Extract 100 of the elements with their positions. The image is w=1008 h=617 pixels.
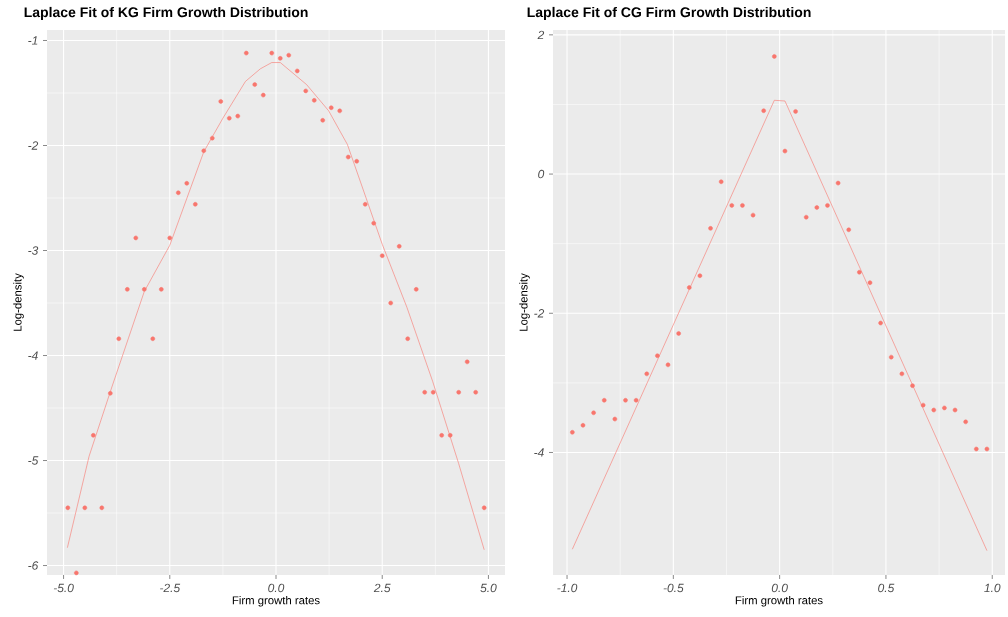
point <box>857 269 862 275</box>
x-tick-label: 2.5 <box>373 583 391 593</box>
point <box>244 50 249 56</box>
point <box>718 179 724 184</box>
point <box>676 331 681 336</box>
x-tick-label: -2.5 <box>160 583 181 593</box>
y-tick-label: -1 <box>28 36 38 45</box>
point <box>473 390 478 395</box>
x-tick-label: -1.0 <box>557 583 578 593</box>
point <box>227 115 232 121</box>
x-tick-label: 0.5 <box>878 583 895 593</box>
point <box>269 50 275 56</box>
point <box>846 227 852 233</box>
point <box>464 359 470 365</box>
point <box>260 92 266 98</box>
point <box>388 300 393 306</box>
y-axis-title: Log-density <box>519 273 530 331</box>
point <box>413 287 419 292</box>
x-tick-label: -5.0 <box>53 583 74 593</box>
point <box>750 212 756 218</box>
y-tick-label: -2 <box>534 309 545 318</box>
point <box>888 354 894 360</box>
point <box>133 235 139 241</box>
point <box>793 109 798 114</box>
point <box>697 273 703 278</box>
point <box>184 181 190 186</box>
point <box>167 235 173 241</box>
point <box>814 205 820 210</box>
point <box>899 371 905 377</box>
point <box>687 285 692 290</box>
point <box>99 505 105 511</box>
point <box>354 158 359 164</box>
y-axis-title: Log-density <box>13 273 24 331</box>
point <box>481 505 487 511</box>
y-tick-label: -6 <box>28 561 39 570</box>
point <box>193 202 198 207</box>
point <box>142 287 147 292</box>
point <box>422 390 427 395</box>
x-tick-label: 1.0 <box>984 583 1001 593</box>
point <box>920 402 926 408</box>
point <box>277 56 283 61</box>
point <box>878 320 883 326</box>
point <box>931 407 937 413</box>
point <box>835 180 841 186</box>
point <box>570 430 575 435</box>
point <box>591 410 596 416</box>
point <box>655 353 660 358</box>
point <box>984 446 990 452</box>
point <box>644 371 650 377</box>
point <box>176 190 181 196</box>
point <box>963 419 968 425</box>
point <box>867 280 873 285</box>
x-tick-label: 0.0 <box>771 583 788 593</box>
point <box>729 203 735 208</box>
y-tick-label: -3 <box>28 246 39 255</box>
point <box>320 118 326 123</box>
y-tick-label: -5 <box>28 456 39 465</box>
point <box>82 505 88 511</box>
point <box>803 214 809 220</box>
point <box>910 383 915 388</box>
point <box>633 398 639 403</box>
line-series <box>572 99 988 551</box>
point <box>286 52 292 58</box>
point <box>362 202 368 207</box>
point <box>311 98 317 103</box>
point <box>201 148 207 154</box>
point <box>825 203 830 208</box>
point <box>456 390 461 395</box>
y-tick-label: -4 <box>28 351 38 360</box>
point <box>116 336 122 341</box>
point <box>303 88 309 94</box>
point <box>210 135 215 141</box>
point <box>665 362 671 368</box>
point <box>294 68 300 74</box>
x-axis-title: Firm growth rates <box>735 596 823 607</box>
point <box>371 220 376 226</box>
point <box>108 391 113 396</box>
point <box>65 505 71 511</box>
y-tick-label: 2 <box>537 30 545 40</box>
point <box>159 287 164 292</box>
point <box>379 253 385 259</box>
point <box>782 148 788 154</box>
point <box>601 398 607 403</box>
chart-title: Laplace Fit of CG Firm Growth Distribution <box>527 6 811 20</box>
point <box>612 416 618 422</box>
point <box>345 154 351 160</box>
point <box>439 433 444 438</box>
y-tick-label: -4 <box>534 448 544 457</box>
point <box>396 244 402 249</box>
point <box>772 54 777 59</box>
point <box>150 336 156 341</box>
point <box>91 433 96 438</box>
y-tick-label: 0 <box>538 169 545 179</box>
point <box>125 287 130 292</box>
point <box>252 82 258 87</box>
point <box>328 105 334 110</box>
point <box>218 99 224 104</box>
point <box>942 405 947 411</box>
point <box>337 108 343 114</box>
x-tick-label: 5.0 <box>480 583 497 593</box>
